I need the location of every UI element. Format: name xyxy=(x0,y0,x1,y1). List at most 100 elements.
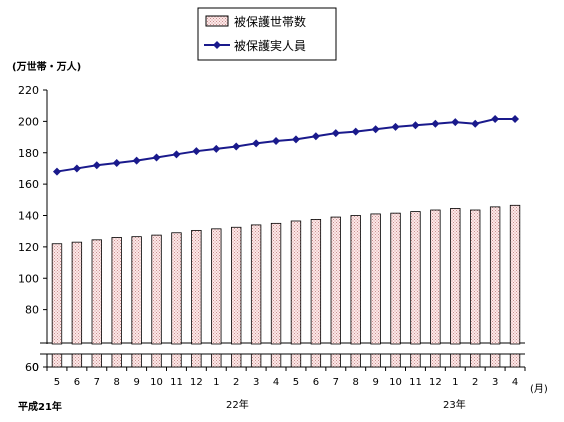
x-tick-label: 2 xyxy=(233,377,239,388)
line-marker xyxy=(431,119,440,128)
y-tick-label: 220 xyxy=(18,84,39,97)
bar xyxy=(470,209,481,345)
bar xyxy=(430,209,441,345)
bar-base xyxy=(151,353,162,368)
bar xyxy=(91,239,102,345)
bar-series xyxy=(51,204,521,368)
bar xyxy=(450,208,461,345)
line-marker xyxy=(391,122,400,131)
series-line xyxy=(56,118,516,173)
bar xyxy=(191,229,202,345)
x-tick-label: 12 xyxy=(429,377,442,388)
legend-line-marker xyxy=(213,41,221,49)
bar-base xyxy=(470,353,481,368)
x-tick-label: 11 xyxy=(170,377,183,388)
bar-base xyxy=(71,353,83,368)
legend: 被保護世帯数 被保護実人員 xyxy=(197,7,337,61)
x-tick-label: 3 xyxy=(492,377,498,388)
line-marker xyxy=(511,115,520,124)
bar-base xyxy=(410,353,421,368)
bar-base xyxy=(250,353,262,368)
x-tick-label: 1 xyxy=(452,377,458,388)
line-marker xyxy=(192,147,201,156)
bar xyxy=(390,212,401,345)
line-marker xyxy=(252,139,261,148)
bar-base xyxy=(350,353,361,368)
x-tick-label: 6 xyxy=(313,377,319,388)
x-tick-label: 4 xyxy=(273,377,279,388)
bar xyxy=(211,228,222,345)
y-tick-label: 160 xyxy=(18,178,39,191)
x-tick-label: 10 xyxy=(150,377,163,388)
bar-base xyxy=(489,353,501,368)
x-tick-label: 9 xyxy=(372,377,378,388)
year-label-23: 23年 xyxy=(443,398,466,411)
x-tick-label: 10 xyxy=(389,377,402,388)
bar xyxy=(250,224,262,345)
line-marker xyxy=(112,158,121,167)
bar-base xyxy=(211,353,222,368)
bar xyxy=(270,222,282,345)
bar xyxy=(330,216,341,345)
line-marker xyxy=(132,156,141,165)
bar-base xyxy=(290,353,302,368)
line-marker xyxy=(92,161,101,170)
x-tick-label: 5 xyxy=(293,377,299,388)
bar-base xyxy=(131,353,142,368)
bar-base xyxy=(91,353,102,368)
bar xyxy=(231,226,242,345)
bar xyxy=(410,211,421,345)
bar xyxy=(310,219,322,345)
y-tick-label: 120 xyxy=(18,241,39,254)
bar xyxy=(171,232,182,345)
line-marker xyxy=(411,121,420,130)
bar xyxy=(51,243,63,345)
line-marker xyxy=(291,135,300,144)
bar-base xyxy=(171,353,182,368)
x-tick-label: 7 xyxy=(333,377,339,388)
x-unit-label: (月) xyxy=(530,383,548,395)
line-marker xyxy=(172,150,181,159)
line-marker xyxy=(212,144,221,153)
bar-base xyxy=(270,353,282,368)
bar-base xyxy=(111,353,122,368)
bar-base xyxy=(191,353,202,368)
y-unit-label: (万世帯・万人) xyxy=(12,60,81,73)
line-marker xyxy=(72,164,81,173)
y-tick-label: 0 xyxy=(32,361,39,374)
x-tick-label: 11 xyxy=(409,377,422,388)
x-tick-label: 7 xyxy=(94,377,100,388)
bar-base xyxy=(51,353,63,368)
line-marker xyxy=(451,118,460,127)
y-tick-label: 200 xyxy=(18,115,39,128)
bar-base xyxy=(509,353,521,368)
legend-line-label: 被保護実人員 xyxy=(234,38,306,53)
axis-break-gap xyxy=(46,344,526,353)
bar xyxy=(489,206,501,345)
line-marker xyxy=(311,132,320,141)
bar xyxy=(290,220,302,345)
bar xyxy=(111,237,122,345)
bar xyxy=(151,234,162,345)
bar-base xyxy=(310,353,322,368)
y-tick-label: 140 xyxy=(18,210,39,223)
bar xyxy=(509,204,521,345)
line-marker xyxy=(471,119,480,128)
legend-bar-swatch xyxy=(205,15,229,27)
x-tick-label: 6 xyxy=(74,377,80,388)
line-marker xyxy=(331,129,340,138)
x-tick-label: 12 xyxy=(190,377,203,388)
line-series xyxy=(52,115,520,176)
x-tick-label: 5 xyxy=(54,377,60,388)
year-label-h21: 平成21年 xyxy=(18,400,62,413)
line-marker xyxy=(52,167,61,176)
line-marker xyxy=(152,153,161,162)
line-marker xyxy=(491,115,500,124)
legend-bar-label: 被保護世帯数 xyxy=(234,14,306,29)
bar xyxy=(370,213,381,345)
x-tick-label: 9 xyxy=(133,377,139,388)
line-marker xyxy=(272,136,281,145)
bar-base xyxy=(330,353,341,368)
bar-base xyxy=(430,353,441,368)
